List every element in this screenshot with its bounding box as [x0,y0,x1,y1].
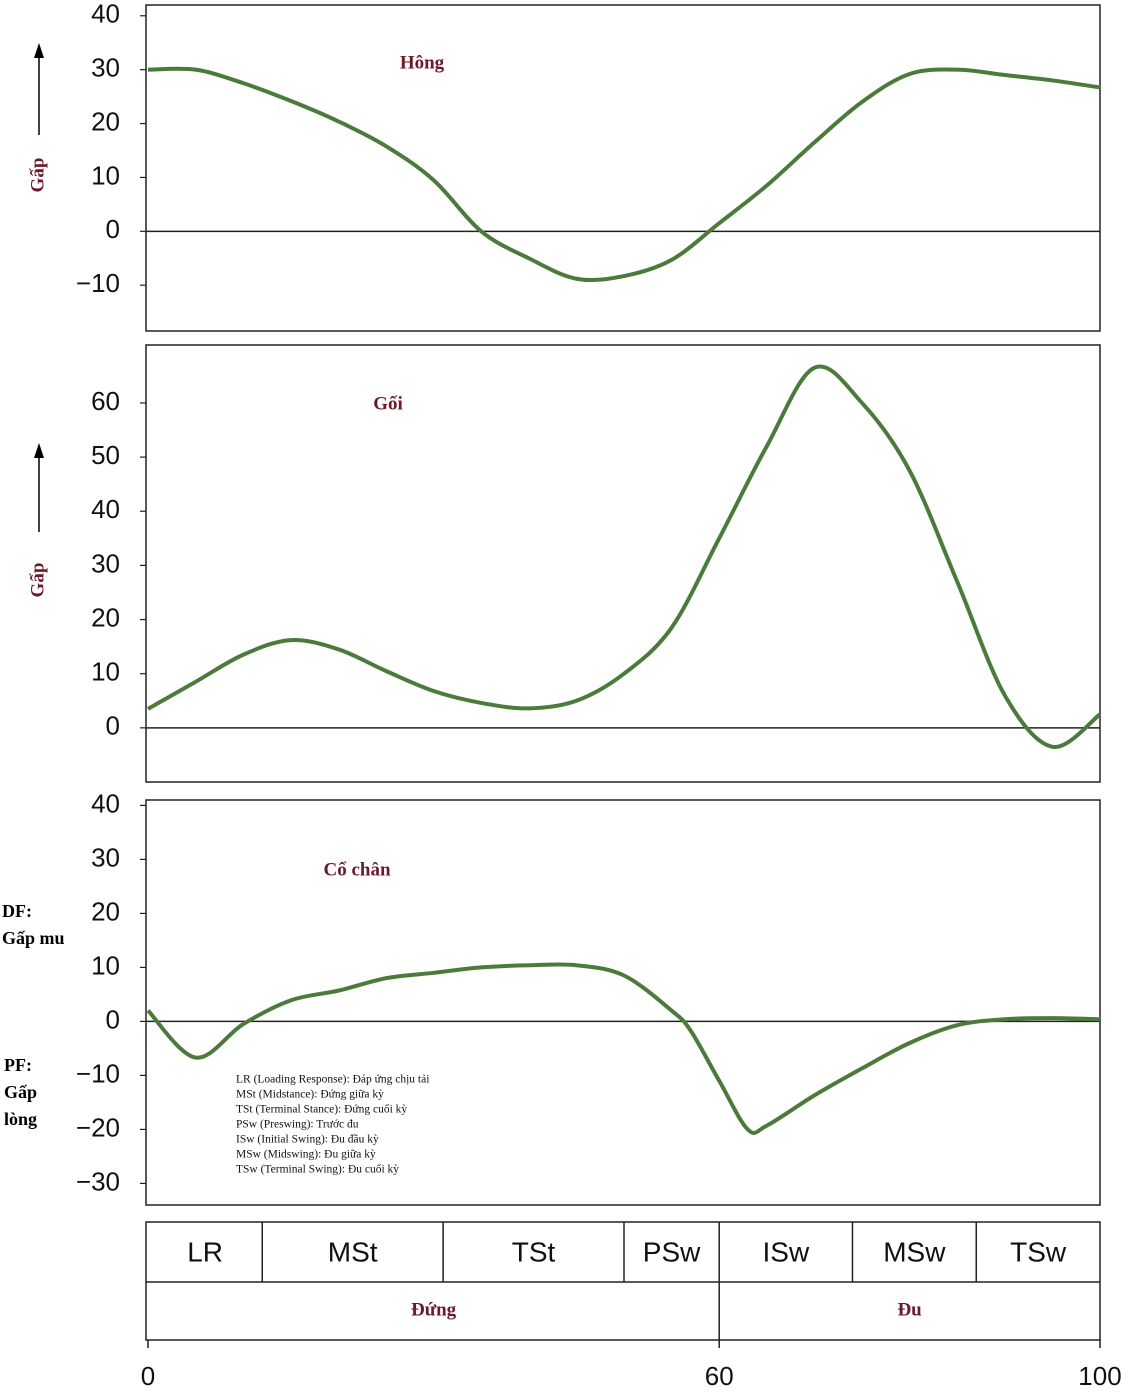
phase-table [145,1221,1101,1341]
y-tick-label: 0 [106,711,120,741]
y-tick-label: −10 [76,1058,120,1088]
phase-label: TSt [512,1236,556,1267]
panel-title: Hông [400,52,445,73]
plantarflexion-label: Gấp [4,1082,37,1102]
note: MSw (Midswing): Đu giữa kỳ [236,1149,376,1161]
x-tick-label: 0 [141,1361,155,1391]
y-tick-label: 60 [91,386,120,416]
note: MSt (Midstance): Đứng giữa kỳ [236,1089,384,1101]
panel-frame [145,4,1101,332]
y-tick-label: 20 [91,602,120,632]
panel-title: Cổ chân [323,859,390,880]
period-label: Đu [897,1299,922,1320]
y-tick-label: 40 [91,0,120,29]
note: ISw (Initial Swing): Đu đầu kỳ [236,1133,379,1146]
period-label: Đứng [411,1299,457,1320]
y-tick-label: 20 [91,106,120,136]
y-tick-label: 40 [91,788,120,818]
panel-title: Gối [373,393,403,414]
y-tick-label: 0 [106,214,120,244]
note: LR (Loading Response): Đáp ứng chịu tải [236,1074,429,1086]
dorsiflexion-label: DF: [2,901,32,921]
y-tick-label: −30 [76,1166,120,1196]
phase-label: MSw [883,1236,946,1267]
data-line [146,962,1101,1135]
y-tick-label: 20 [91,896,120,926]
x-tick-label: 60 [705,1361,734,1391]
arrow-head [34,443,44,458]
y-axis-label: Gấp [27,563,48,598]
y-tick-label: 10 [91,160,120,190]
panel-frame [145,799,1101,1206]
plantarflexion-label: lòng [4,1109,37,1129]
y-tick-label: 10 [91,950,120,980]
data-line [147,66,1101,283]
arrow-head [34,43,44,58]
phase-label: MSt [328,1236,378,1267]
x-tick-label: 100 [1078,1361,1121,1391]
note: TSt (Terminal Stance): Đứng cuối kỳ [236,1103,407,1116]
y-axis-label: Gấp [27,158,48,193]
phase-label: LR [187,1236,223,1267]
note: PSw (Preswing): Trước đu [236,1119,359,1131]
dorsiflexion-label: Gấp mu [2,928,65,948]
phase-label: ISw [762,1236,809,1267]
y-tick-label: 30 [91,53,120,83]
y-tick-label: 30 [91,842,120,872]
y-tick-label: −10 [76,268,120,298]
y-tick-label: 50 [91,440,120,470]
y-tick-label: 0 [106,1004,120,1034]
data-line [147,364,1102,749]
y-tick-label: 10 [91,657,120,687]
y-tick-label: 40 [91,494,120,524]
phase-label: PSw [643,1236,701,1267]
y-tick-label: 30 [91,548,120,578]
note: TSw (Terminal Swing): Đu cuối kỳ [236,1163,399,1176]
plantarflexion-label: PF: [4,1055,32,1075]
phase-label: TSw [1010,1236,1067,1267]
y-tick-label: −20 [76,1112,120,1142]
panel-frame [145,344,1101,783]
